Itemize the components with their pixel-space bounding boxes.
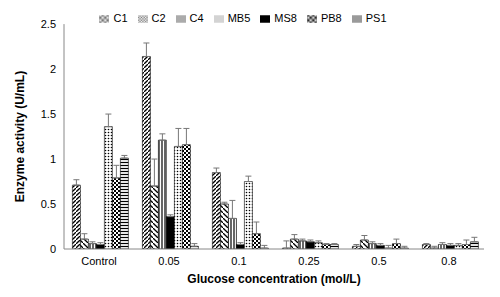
svg-text:2.5: 2.5	[41, 18, 56, 30]
svg-text:Control: Control	[81, 255, 116, 267]
svg-text:1: 1	[50, 153, 56, 165]
html-text:C2: C2	[151, 12, 166, 24]
svg-text:0.25: 0.25	[298, 255, 319, 267]
svg-text:0.1: 0.1	[231, 255, 246, 267]
html-text:PS1: PS1	[365, 12, 387, 24]
svg-text:Glucose concentration (mol/L): Glucose concentration (mol/L)	[187, 272, 360, 286]
svg-text:0.5: 0.5	[41, 198, 56, 210]
svg-text:2: 2	[50, 63, 56, 75]
html-text:PB8: PB8	[320, 12, 342, 24]
svg-text:0.5: 0.5	[371, 255, 386, 267]
html-text:MS8: MS8	[274, 12, 297, 24]
svg-text:1.5: 1.5	[41, 108, 56, 120]
svg-text:0: 0	[50, 243, 56, 255]
svg-text:0.05: 0.05	[158, 255, 179, 267]
svg-text:Enzyme activity (U/mL): Enzyme activity (U/mL)	[13, 71, 27, 202]
html-text:C4: C4	[189, 12, 204, 24]
svg-text:0.8: 0.8	[441, 255, 456, 267]
html-text:MB5: MB5	[227, 12, 251, 24]
html-text:C1: C1	[113, 12, 128, 24]
